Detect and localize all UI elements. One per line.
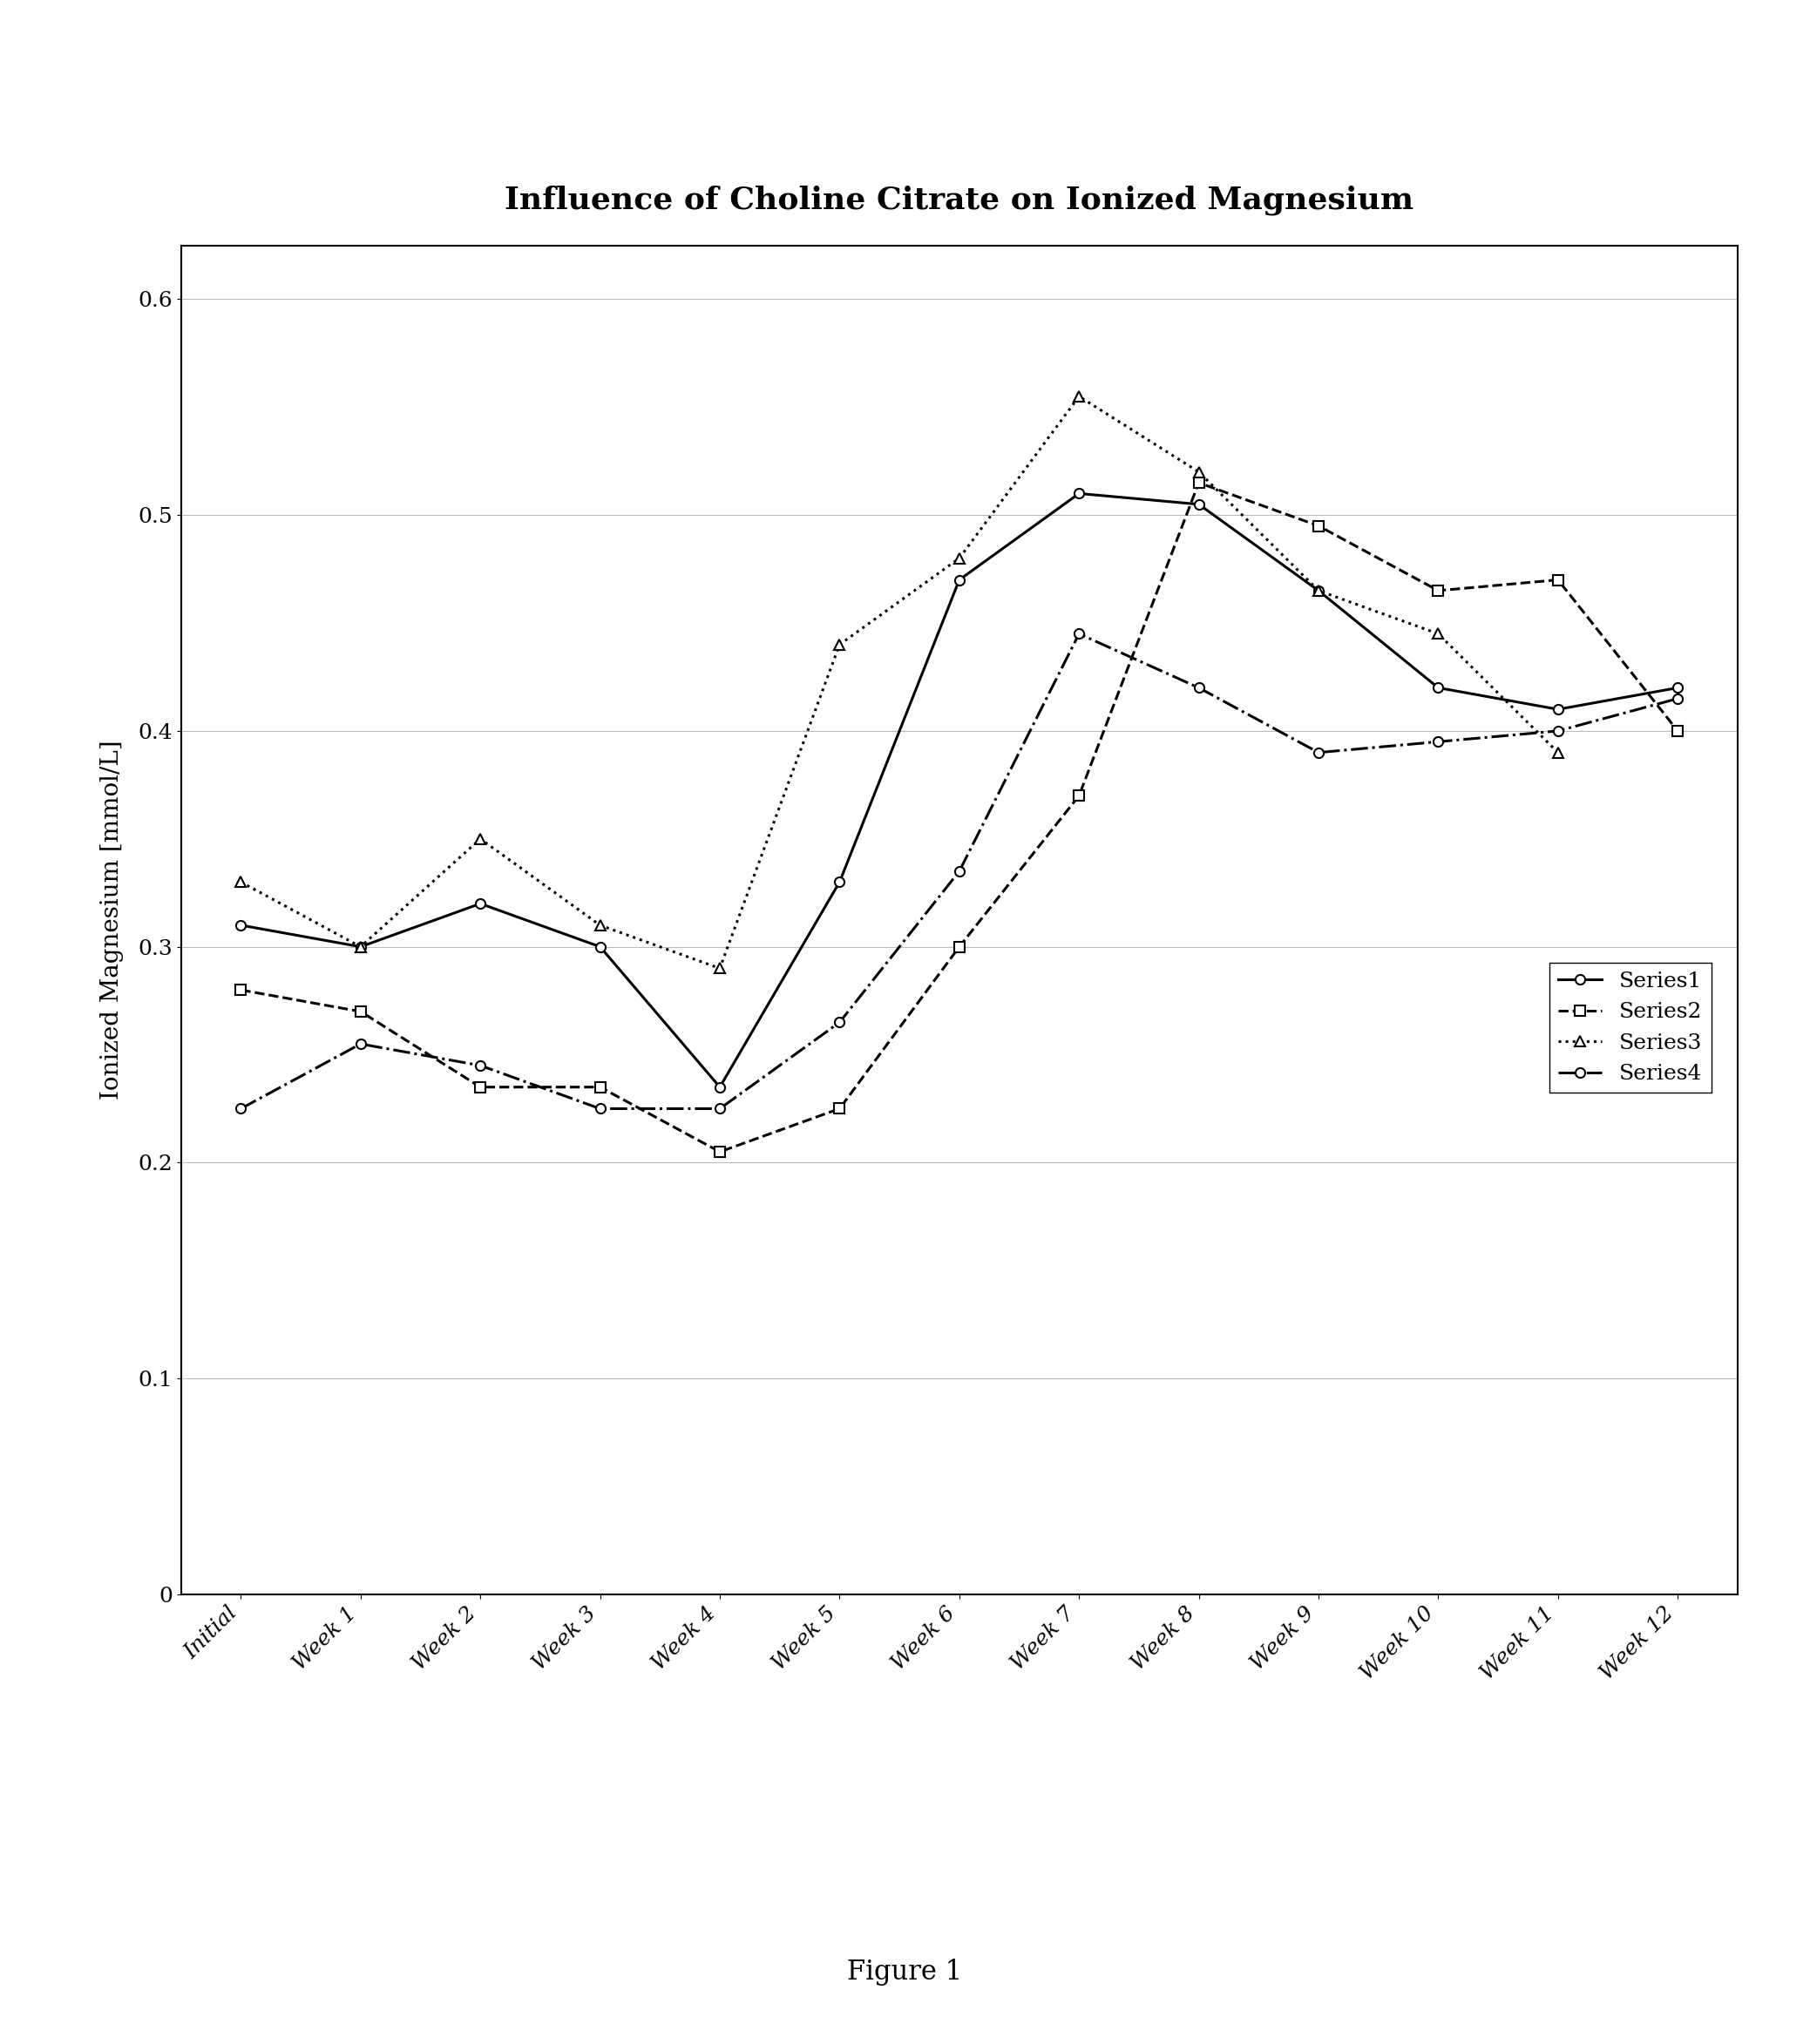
Series3 <box>710 957 731 981</box>
Series4 <box>1068 621 1090 646</box>
Legend: Series1, Series2, Series3, Series4: Series1, Series2, Series3, Series4 <box>1549 963 1710 1094</box>
Series1 <box>469 891 491 916</box>
Series3 <box>829 632 851 656</box>
Series1 <box>230 914 252 938</box>
Series4 <box>1307 740 1329 764</box>
Series3 <box>1428 621 1450 646</box>
Series4 <box>829 1010 851 1034</box>
Series2 <box>1548 568 1569 593</box>
Line: Series1: Series1 <box>235 489 1683 1091</box>
Series4 <box>1667 687 1689 711</box>
Series2 <box>710 1141 731 1165</box>
Series2 <box>1428 578 1450 603</box>
Series4 <box>349 1032 371 1057</box>
Y-axis label: Ionized Magnesium [mmol/L]: Ionized Magnesium [mmol/L] <box>100 740 123 1100</box>
Series1 <box>1667 675 1689 699</box>
Series3 <box>1307 578 1329 603</box>
Series1 <box>590 934 612 959</box>
Series1 <box>1307 578 1329 603</box>
Series1 <box>710 1075 731 1100</box>
Series3 <box>1548 740 1569 764</box>
Series2 <box>230 977 252 1002</box>
Series2 <box>948 934 970 959</box>
Series4 <box>1548 719 1569 744</box>
Series2 <box>590 1075 612 1100</box>
Series1 <box>829 871 851 895</box>
Text: Figure 1: Figure 1 <box>847 1958 963 1987</box>
Series2 <box>1307 513 1329 538</box>
Line: Series4: Series4 <box>235 630 1683 1114</box>
Series1 <box>1187 493 1209 517</box>
Series4 <box>948 858 970 883</box>
Series1 <box>349 934 371 959</box>
Series4 <box>710 1096 731 1120</box>
Series4 <box>469 1053 491 1077</box>
Series3 <box>1187 460 1209 484</box>
Series2 <box>349 1000 371 1024</box>
Series1 <box>1068 480 1090 505</box>
Series4 <box>230 1096 252 1120</box>
Series3 <box>230 871 252 895</box>
Series4 <box>590 1096 612 1120</box>
Series2 <box>1068 783 1090 807</box>
Series3 <box>590 914 612 938</box>
Series1 <box>948 568 970 593</box>
Series2 <box>1187 470 1209 495</box>
Series1 <box>1548 697 1569 722</box>
Series3 <box>948 546 970 570</box>
Series4 <box>1187 675 1209 699</box>
Series3 <box>349 934 371 959</box>
Series2 <box>829 1096 851 1120</box>
Title: Influence of Choline Citrate on Ionized Magnesium: Influence of Choline Citrate on Ionized … <box>505 186 1414 215</box>
Series3 <box>1068 384 1090 409</box>
Series4 <box>1428 730 1450 754</box>
Line: Series2: Series2 <box>235 478 1683 1157</box>
Series2 <box>469 1075 491 1100</box>
Series2 <box>1667 719 1689 744</box>
Series3 <box>469 826 491 850</box>
Line: Series3: Series3 <box>235 392 1562 973</box>
Series1 <box>1428 675 1450 699</box>
